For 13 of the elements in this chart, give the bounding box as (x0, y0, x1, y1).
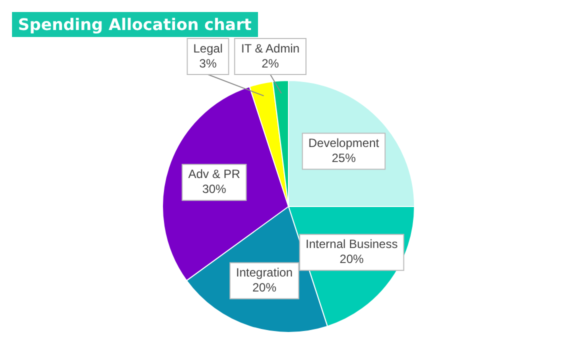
data-label: 20% (340, 252, 364, 266)
data-label: 25% (332, 151, 356, 166)
slice-label: Legal (193, 41, 223, 56)
slice-label: Integration (236, 266, 293, 280)
data-label: 30% (202, 182, 227, 196)
slice-label: Development (308, 136, 380, 150)
slice-label: IT & Admin (241, 41, 300, 56)
data-label: 20% (252, 280, 277, 295)
slice-label: Internal Business (306, 237, 398, 252)
data-label: 3% (199, 56, 217, 70)
slice-label: Adv & PR (188, 167, 241, 182)
data-label: 2% (262, 56, 280, 70)
chart-title: Spending Allocation chart (12, 12, 258, 37)
